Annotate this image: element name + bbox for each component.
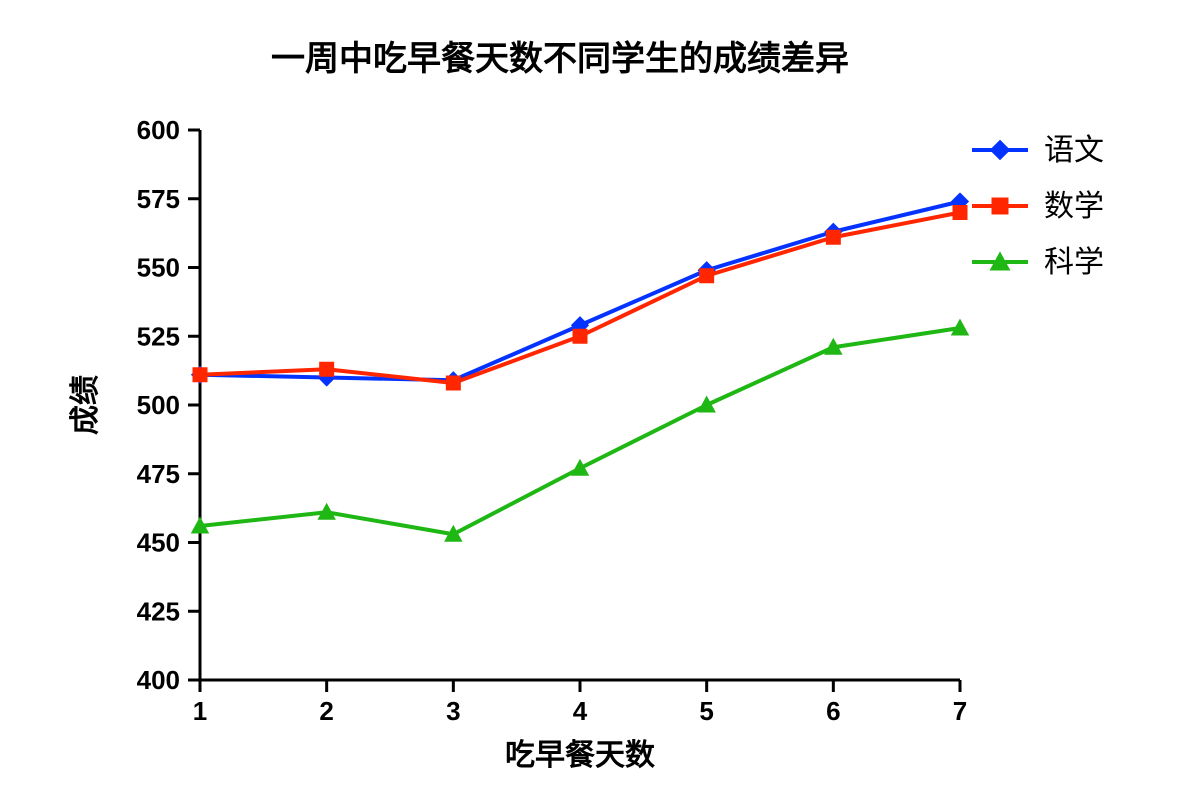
series-line — [200, 328, 960, 534]
marker-diamond-icon — [990, 140, 1009, 159]
y-tick-label: 425 — [137, 596, 180, 626]
legend-item: 语文 — [972, 134, 1104, 167]
marker-square-icon — [992, 198, 1008, 214]
y-tick-label: 550 — [137, 253, 180, 283]
series-line — [200, 213, 960, 384]
series — [192, 320, 969, 542]
y-tick-label: 400 — [137, 665, 180, 695]
x-tick-label: 2 — [319, 696, 333, 726]
chart-container: 一周中吃早餐天数不同学生的成绩差异40042545047550052555057… — [0, 0, 1200, 801]
chart-title: 一周中吃早餐天数不同学生的成绩差异 — [271, 39, 849, 78]
legend-item: 科学 — [972, 246, 1104, 279]
y-tick-label: 575 — [137, 184, 180, 214]
y-axis-label: 成绩 — [69, 375, 102, 435]
legend-item: 数学 — [972, 190, 1104, 223]
x-tick-label: 4 — [573, 696, 588, 726]
y-tick-label: 450 — [137, 528, 180, 558]
series-line — [200, 202, 960, 381]
marker-square-icon — [320, 362, 334, 376]
x-axis-label: 吃早餐天数 — [505, 739, 656, 772]
y-tick-label: 500 — [137, 390, 180, 420]
legend-label: 语文 — [1044, 134, 1104, 167]
marker-triangle-icon — [572, 460, 589, 475]
y-tick-label: 525 — [137, 321, 180, 351]
x-tick-label: 6 — [826, 696, 840, 726]
x-tick-label: 3 — [446, 696, 460, 726]
marker-square-icon — [193, 368, 207, 382]
marker-square-icon — [953, 206, 967, 220]
x-tick-label: 1 — [193, 696, 207, 726]
y-tick-label: 600 — [137, 115, 180, 145]
legend-label: 数学 — [1044, 190, 1104, 223]
legend-label: 科学 — [1044, 246, 1104, 279]
x-tick-label: 5 — [699, 696, 713, 726]
chart-svg: 一周中吃早餐天数不同学生的成绩差异40042545047550052555057… — [0, 0, 1200, 801]
series — [193, 206, 967, 391]
x-tick-label: 7 — [953, 696, 967, 726]
marker-square-icon — [446, 376, 460, 390]
marker-square-icon — [573, 329, 587, 343]
series — [192, 193, 969, 389]
y-tick-label: 475 — [137, 459, 180, 489]
marker-square-icon — [700, 269, 714, 283]
marker-square-icon — [826, 230, 840, 244]
